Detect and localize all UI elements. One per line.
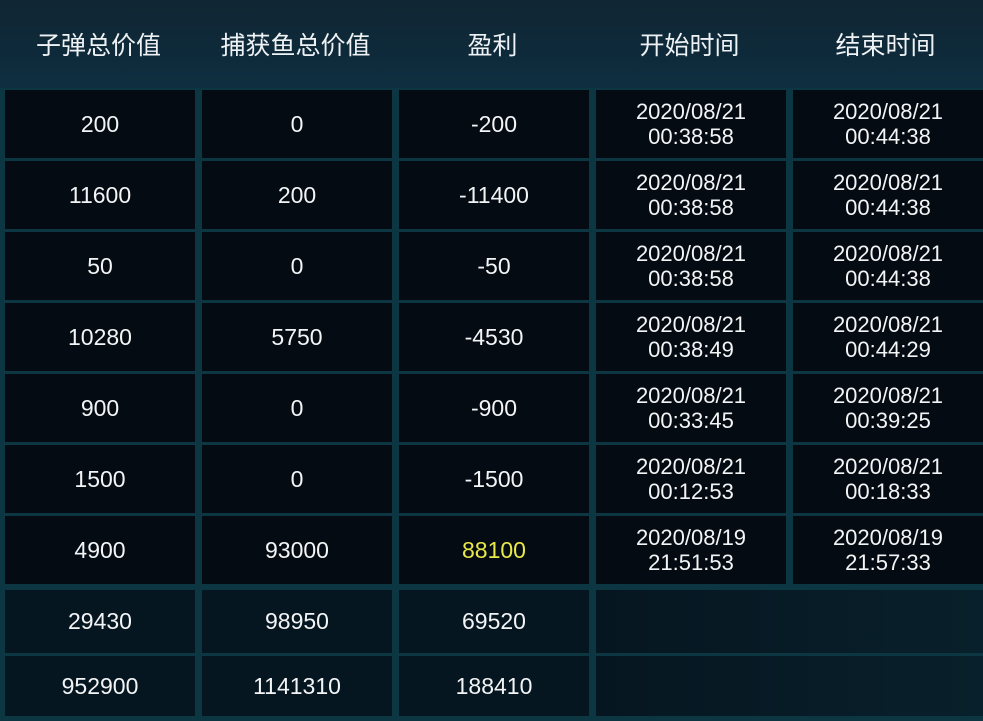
cell-catch: 5750 bbox=[202, 303, 392, 371]
table-row: 50 0 -50 2020/08/21 00:38:58 2020/08/21 00:44:… bbox=[5, 232, 983, 300]
end-date: 2020/08/21 bbox=[832, 312, 944, 337]
end-date: 2020/08/21 bbox=[832, 454, 944, 479]
cell-profit: -4530 bbox=[399, 303, 589, 371]
table-row: 10280 5750 -4530 2020/08/21 00:38:49 2020/08/… bbox=[5, 303, 983, 371]
end-date: 2020/08/21 bbox=[832, 383, 944, 408]
cell-bullet: 1500 bbox=[5, 445, 195, 513]
start-clock: 00:38:49 bbox=[648, 337, 734, 362]
end-clock: 00:44:38 bbox=[845, 266, 931, 291]
summary-empty bbox=[596, 590, 983, 653]
cell-start-time: 2020/08/21 00:38:49 bbox=[596, 303, 786, 371]
cell-end-time: 2020/08/21 00:44:29 bbox=[793, 303, 983, 371]
start-date: 2020/08/21 bbox=[635, 383, 747, 408]
cell-start-time: 2020/08/21 00:33:45 bbox=[596, 374, 786, 442]
cell-catch: 0 bbox=[202, 90, 392, 158]
table-header: 子弹总价值 捕获鱼总价值 盈利 开始时间 结束时间 bbox=[0, 0, 983, 88]
cell-start-time: 2020/08/21 00:38:58 bbox=[596, 232, 786, 300]
start-date: 2020/08/21 bbox=[635, 312, 747, 337]
cell-catch: 0 bbox=[202, 374, 392, 442]
start-clock: 00:33:45 bbox=[648, 408, 734, 433]
end-date: 2020/08/19 bbox=[832, 525, 944, 550]
start-clock: 00:38:58 bbox=[648, 195, 734, 220]
start-clock: 00:38:58 bbox=[648, 266, 734, 291]
cell-start-time: 2020/08/21 00:38:58 bbox=[596, 161, 786, 229]
cell-catch: 93000 bbox=[202, 516, 392, 584]
cell-end-time: 2020/08/21 00:18:33 bbox=[793, 445, 983, 513]
end-clock: 21:57:33 bbox=[845, 550, 931, 575]
cell-bullet: 11600 bbox=[5, 161, 195, 229]
end-date: 2020/08/21 bbox=[832, 170, 944, 195]
end-clock: 00:44:38 bbox=[845, 124, 931, 149]
records-table: 200 0 -200 2020/08/21 00:38:58 2020/08/21 00:4… bbox=[5, 90, 983, 587]
cell-profit: 88100 bbox=[399, 516, 589, 584]
header-start-time: 开始时间 bbox=[639, 32, 740, 60]
summary-bullet: 952900 bbox=[5, 656, 195, 716]
cell-end-time: 2020/08/19 21:57:33 bbox=[793, 516, 983, 584]
cell-bullet: 900 bbox=[5, 374, 195, 442]
cell-start-time: 2020/08/21 00:12:53 bbox=[596, 445, 786, 513]
cell-end-time: 2020/08/21 00:39:25 bbox=[793, 374, 983, 442]
cell-end-time: 2020/08/21 00:44:38 bbox=[793, 232, 983, 300]
summary-catch: 1141310 bbox=[202, 656, 392, 716]
cell-profit: -900 bbox=[399, 374, 589, 442]
summary-bullet: 29430 bbox=[5, 590, 195, 653]
start-date: 2020/08/21 bbox=[635, 454, 747, 479]
start-clock: 21:51:53 bbox=[648, 550, 734, 575]
cell-start-time: 2020/08/21 00:38:58 bbox=[596, 90, 786, 158]
cell-bullet: 50 bbox=[5, 232, 195, 300]
start-date: 2020/08/21 bbox=[635, 241, 747, 266]
summary-row: 29430 98950 69520 bbox=[5, 590, 983, 653]
cell-bullet: 200 bbox=[5, 90, 195, 158]
cell-start-time: 2020/08/19 21:51:53 bbox=[596, 516, 786, 584]
cell-bullet: 4900 bbox=[5, 516, 195, 584]
cell-end-time: 2020/08/21 00:44:38 bbox=[793, 90, 983, 158]
header-profit: 盈利 bbox=[467, 32, 518, 60]
table-row: 4900 93000 88100 2020/08/19 21:51:53 2020/08/… bbox=[5, 516, 983, 584]
cell-catch: 200 bbox=[202, 161, 392, 229]
header-catch-total: 捕获鱼总价值 bbox=[220, 32, 371, 60]
summary-catch: 98950 bbox=[202, 590, 392, 653]
end-clock: 00:44:29 bbox=[845, 337, 931, 362]
table-row: 900 0 -900 2020/08/21 00:33:45 2020/08/21 00:3… bbox=[5, 374, 983, 442]
end-clock: 00:39:25 bbox=[845, 408, 931, 433]
summary-profit: 188410 bbox=[399, 656, 589, 716]
summary-row: 952900 1141310 188410 bbox=[5, 656, 983, 716]
table-row: 11600 200 -11400 2020/08/21 00:38:58 2020/08/… bbox=[5, 161, 983, 229]
cell-catch: 0 bbox=[202, 232, 392, 300]
end-clock: 00:44:38 bbox=[845, 195, 931, 220]
start-date: 2020/08/19 bbox=[635, 525, 747, 550]
start-clock: 00:12:53 bbox=[648, 479, 734, 504]
summary-empty bbox=[596, 656, 983, 716]
table-row: 200 0 -200 2020/08/21 00:38:58 2020/08/21 00:4… bbox=[5, 90, 983, 158]
header-bullet-total: 子弹总价值 bbox=[35, 32, 161, 60]
cell-profit: -11400 bbox=[399, 161, 589, 229]
summary-profit: 69520 bbox=[399, 590, 589, 653]
cell-profit: -1500 bbox=[399, 445, 589, 513]
end-date: 2020/08/21 bbox=[832, 99, 944, 124]
start-clock: 00:38:58 bbox=[648, 124, 734, 149]
cell-end-time: 2020/08/21 00:44:38 bbox=[793, 161, 983, 229]
table-row: 1500 0 -1500 2020/08/21 00:12:53 2020/08/21 00… bbox=[5, 445, 983, 513]
cell-catch: 0 bbox=[202, 445, 392, 513]
start-date: 2020/08/21 bbox=[635, 99, 747, 124]
cell-profit: -50 bbox=[399, 232, 589, 300]
end-date: 2020/08/21 bbox=[832, 241, 944, 266]
start-date: 2020/08/21 bbox=[635, 170, 747, 195]
end-clock: 00:18:33 bbox=[845, 479, 931, 504]
cell-bullet: 10280 bbox=[5, 303, 195, 371]
cell-profit: -200 bbox=[399, 90, 589, 158]
header-end-time: 结束时间 bbox=[835, 32, 936, 60]
